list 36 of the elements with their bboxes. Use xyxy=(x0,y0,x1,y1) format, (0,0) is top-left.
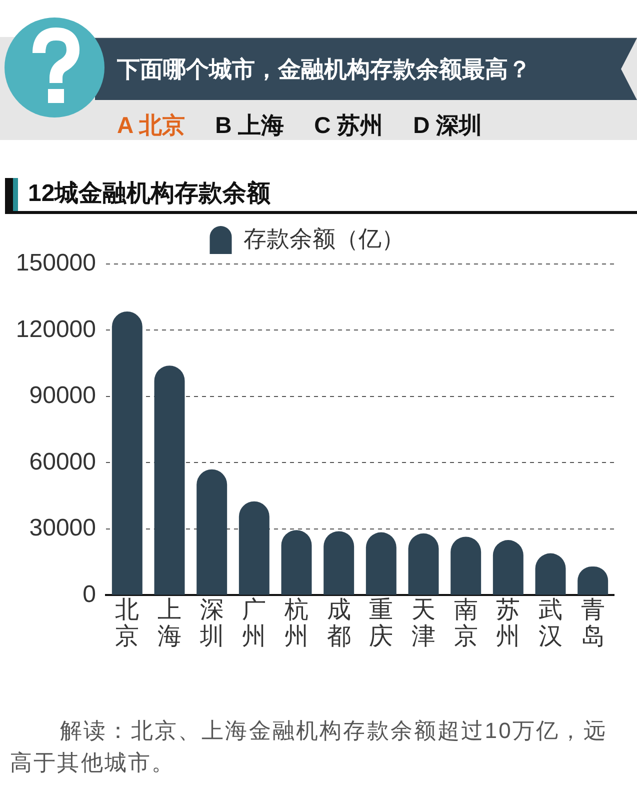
x-tick-label: 南京 xyxy=(454,596,478,650)
y-tick-label: 60000 xyxy=(29,448,96,476)
x-tick-label: 上海 xyxy=(158,596,182,650)
y-tick-label: 150000 xyxy=(16,250,96,277)
x-tick-label: 广州 xyxy=(242,596,266,650)
bar xyxy=(238,501,270,595)
text: 解读：北京、上海金融机构存款余额超过10万亿，远高于其他城市。 xyxy=(10,717,608,777)
y-tick-label: 90000 xyxy=(29,382,96,410)
x-tick-label: 青岛 xyxy=(580,596,605,650)
bar xyxy=(450,536,482,595)
bar xyxy=(366,532,396,595)
text: 下面哪个城市，金融机构存款余额最高？ xyxy=(117,55,531,84)
text: C 苏州 xyxy=(314,111,384,140)
legend-label: 存款余额（亿） xyxy=(243,225,404,252)
bar xyxy=(492,540,524,595)
x-tick-label: 成都 xyxy=(326,596,351,650)
text: D 深圳 xyxy=(413,111,482,140)
text: B 上海 xyxy=(215,111,284,140)
x-tick-label: 重庆 xyxy=(369,596,394,650)
bar xyxy=(408,533,439,595)
x-tick-label: 苏州 xyxy=(496,596,520,650)
x-tick-label: 北京 xyxy=(115,596,140,650)
x-tick-label: 深圳 xyxy=(198,596,224,650)
bar xyxy=(154,366,185,595)
bar xyxy=(324,531,354,595)
x-tick-label: 杭州 xyxy=(284,596,308,650)
y-tick-label: 120000 xyxy=(16,316,96,343)
bar xyxy=(112,311,142,595)
bar xyxy=(196,469,228,595)
text: A 北京 xyxy=(117,111,186,140)
x-tick-label: 天津 xyxy=(412,596,436,650)
y-tick-label: 30000 xyxy=(29,514,96,542)
chart-title: 12城金融机构存款余额 xyxy=(28,179,271,209)
y-tick-label: 0 xyxy=(82,580,96,608)
x-tick-label: 武汉 xyxy=(538,596,562,650)
bar xyxy=(281,530,312,595)
